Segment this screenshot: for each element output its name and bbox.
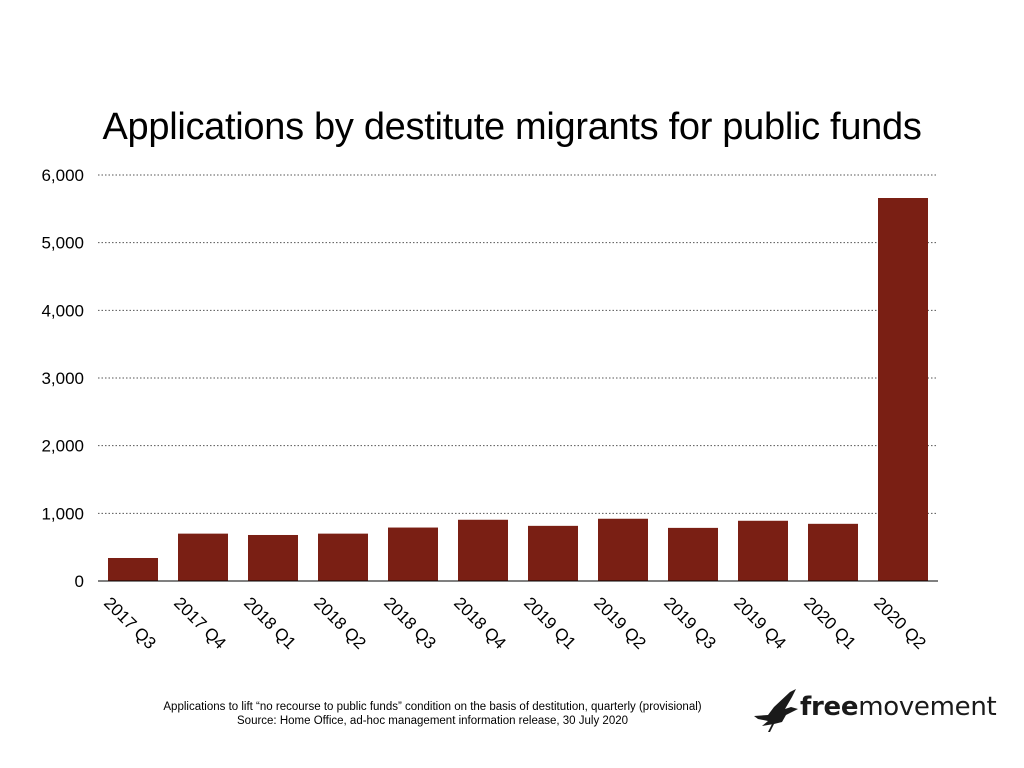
x-tick-label: 2018 Q2	[310, 593, 370, 653]
bars	[108, 198, 928, 581]
bar	[808, 524, 858, 581]
y-tick-label: 6,000	[41, 166, 84, 185]
y-tick-label: 4,000	[41, 301, 84, 320]
freemovement-logo: freemovement	[752, 688, 982, 734]
x-tick-label: 2018 Q1	[240, 593, 300, 653]
y-tick-label: 5,000	[41, 234, 84, 253]
bar	[738, 521, 788, 581]
bar	[528, 526, 578, 581]
chart-source: Source: Home Office, ad-hoc management i…	[120, 714, 745, 728]
x-tick-label: 2020 Q1	[800, 593, 860, 653]
x-tick-label: 2017 Q4	[170, 593, 230, 653]
y-axis-labels: 0 1,000 2,000 3,000 4,000 5,000 6,000	[41, 166, 84, 591]
bar	[178, 534, 228, 581]
y-tick-label: 3,000	[41, 369, 84, 388]
x-tick-label: 2018 Q3	[380, 593, 440, 653]
y-tick-label: 2,000	[41, 437, 84, 456]
bar	[458, 520, 508, 581]
bar-chart: 01,0002,0003,0004,0005,0006,000 2017 Q3 2…	[0, 0, 1024, 768]
logo-wordmark-bold: free	[800, 692, 858, 722]
bar	[108, 558, 158, 581]
bar	[668, 528, 718, 581]
y-tick-label: 1,000	[41, 504, 84, 523]
x-tick-label: 2017 Q3	[100, 593, 160, 653]
x-tick-label: 2018 Q4	[450, 593, 510, 653]
bar	[878, 198, 928, 581]
gridlines	[98, 175, 938, 513]
x-axis-labels: 2017 Q3 2017 Q4 2018 Q1 2018 Q2 2018 Q3 2018 …	[100, 593, 930, 653]
bird-icon	[752, 688, 802, 734]
bar	[318, 534, 368, 581]
x-tick-label: 2019 Q1	[520, 593, 580, 653]
bar	[388, 528, 438, 581]
x-tick-label: 2020 Q2	[870, 593, 930, 653]
x-tick-label: 2019 Q2	[590, 593, 650, 653]
y-tick-label: 0	[75, 572, 84, 591]
bar	[598, 519, 648, 581]
x-tick-label: 2019 Q3	[660, 593, 720, 653]
bar	[248, 535, 298, 581]
logo-wordmark: freemovement	[800, 692, 996, 722]
logo-wordmark-regular: movement	[858, 692, 996, 722]
x-tick-label: 2019 Q4	[730, 593, 790, 653]
chart-caption: Applications to lift “no recourse to pub…	[120, 700, 745, 714]
